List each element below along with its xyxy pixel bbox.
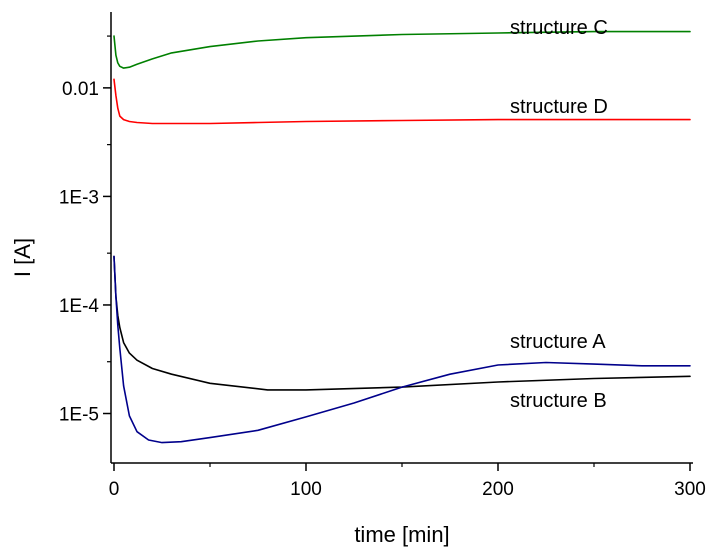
series-label-structure-d: structure D xyxy=(510,96,608,118)
series-line-structure-b xyxy=(113,255,691,444)
x-tick-label: 200 xyxy=(482,479,514,500)
x-tick-label: 0 xyxy=(109,479,120,500)
y-tick-label: 1E-5 xyxy=(59,405,99,426)
x-tick-label: 300 xyxy=(674,479,706,500)
series-line-structure-c xyxy=(113,30,691,69)
y-tick-label: 0.01 xyxy=(62,79,99,100)
series-line-structure-d xyxy=(113,78,691,125)
y-tick-label: 1E-4 xyxy=(59,296,100,317)
series-label-structure-b: structure B xyxy=(510,390,607,412)
series-label-structure-a: structure A xyxy=(510,331,606,353)
y-axis-title: I [A] xyxy=(10,238,35,277)
x-axis-title: time [min] xyxy=(354,522,449,547)
x-tick-label: 100 xyxy=(290,479,322,500)
series-label-structure-c: structure C xyxy=(510,17,608,39)
y-tick-label: 1E-3 xyxy=(59,187,99,208)
series-layer xyxy=(113,30,691,444)
ticks-layer: 0 100 200 300 0.01 1E-3 1E-4 1E-5 xyxy=(59,35,706,500)
series-line-structure-a xyxy=(113,255,691,391)
labels-layer: time [min] I [A] structure C structure D… xyxy=(10,17,608,547)
